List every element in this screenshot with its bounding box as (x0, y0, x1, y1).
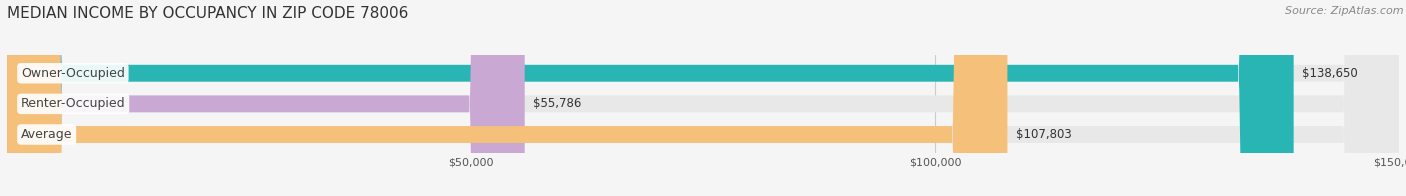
FancyBboxPatch shape (7, 0, 1007, 196)
Text: MEDIAN INCOME BY OCCUPANCY IN ZIP CODE 78006: MEDIAN INCOME BY OCCUPANCY IN ZIP CODE 7… (7, 6, 408, 21)
FancyBboxPatch shape (7, 0, 1399, 196)
Text: Average: Average (21, 128, 73, 141)
Text: $138,650: $138,650 (1302, 67, 1358, 80)
Text: Owner-Occupied: Owner-Occupied (21, 67, 125, 80)
Text: $55,786: $55,786 (533, 97, 582, 110)
FancyBboxPatch shape (7, 0, 1399, 196)
Text: $107,803: $107,803 (1015, 128, 1071, 141)
Text: Source: ZipAtlas.com: Source: ZipAtlas.com (1285, 6, 1403, 16)
Text: Renter-Occupied: Renter-Occupied (21, 97, 125, 110)
FancyBboxPatch shape (7, 0, 1294, 196)
FancyBboxPatch shape (7, 0, 524, 196)
FancyBboxPatch shape (7, 0, 1399, 196)
